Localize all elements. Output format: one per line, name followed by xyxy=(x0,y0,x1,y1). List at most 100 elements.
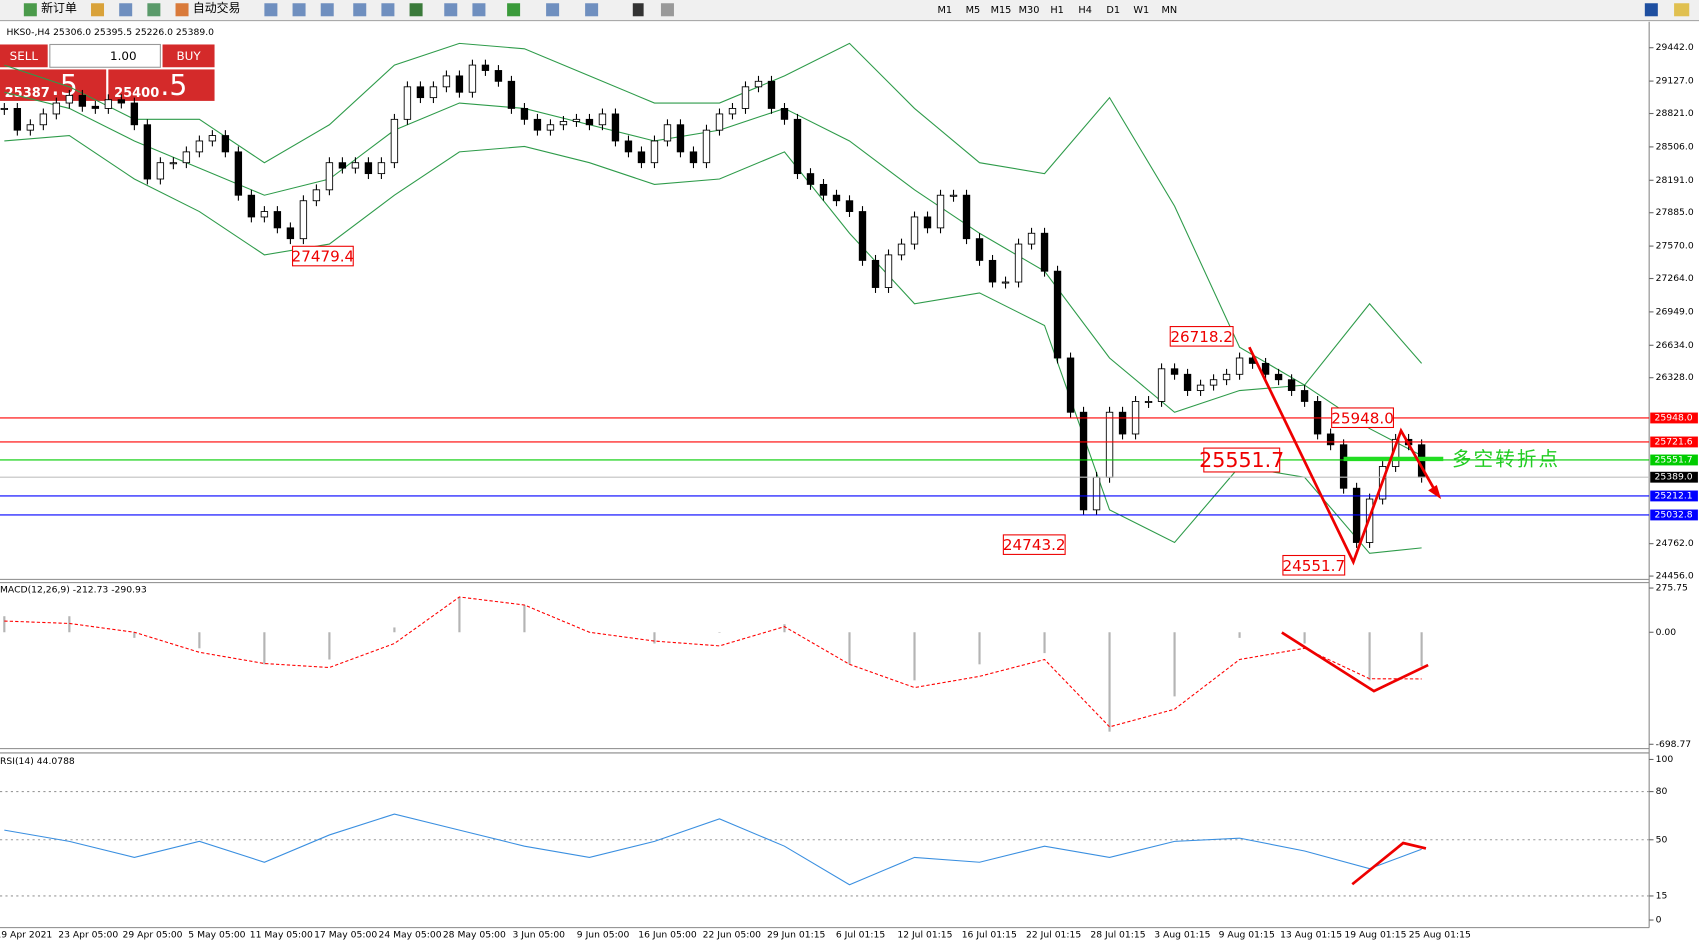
pane-title: HKS0-,H4 25306.0 25395.5 25226.0 25389.0 xyxy=(7,27,215,38)
candle xyxy=(780,107,789,120)
x-tick-label: 9 Jun 05:00 xyxy=(577,930,630,941)
icon[interactable] xyxy=(175,3,189,17)
candle xyxy=(585,118,594,126)
y-tick-label: 24456.0 xyxy=(1656,571,1694,582)
candle xyxy=(663,124,672,142)
candle xyxy=(819,183,828,196)
candle xyxy=(858,211,867,261)
candle xyxy=(962,194,971,240)
timeframe-button[interactable]: W1 xyxy=(1133,5,1149,16)
macd-bar xyxy=(458,596,461,633)
icon[interactable] xyxy=(660,3,674,17)
candle xyxy=(91,105,100,109)
timeframe-button[interactable]: M5 xyxy=(966,5,981,16)
icon[interactable] xyxy=(91,3,105,17)
icon[interactable] xyxy=(147,3,161,17)
timeframe-button[interactable]: H4 xyxy=(1078,5,1092,16)
candle xyxy=(832,194,841,202)
candle xyxy=(455,75,464,93)
macd-bar xyxy=(1238,632,1241,638)
candle xyxy=(572,118,581,122)
buy-pips: .5 xyxy=(160,69,187,102)
level-tag xyxy=(1650,490,1698,502)
icon[interactable] xyxy=(1644,3,1658,17)
y-tick-label: 0 xyxy=(1656,915,1662,926)
candle xyxy=(767,80,776,109)
annotation-label: 24551.7 xyxy=(1282,557,1345,575)
lot-input[interactable] xyxy=(49,43,161,68)
x-tick-label: 19 Apr 2021 xyxy=(0,930,52,941)
icon[interactable] xyxy=(472,3,486,17)
candle xyxy=(442,75,451,88)
candle xyxy=(494,70,503,82)
icon[interactable] xyxy=(292,3,306,17)
candle xyxy=(949,194,958,197)
timeframe-button[interactable]: M30 xyxy=(1019,5,1040,16)
level-tag xyxy=(1650,436,1698,448)
candle xyxy=(676,124,685,153)
icon[interactable] xyxy=(1674,3,1690,17)
icon[interactable] xyxy=(444,3,458,17)
toolbar-icons xyxy=(23,3,1690,17)
candle xyxy=(1261,362,1270,375)
candle xyxy=(1170,368,1179,375)
candle xyxy=(988,259,997,283)
sell-button[interactable] xyxy=(0,44,48,68)
candle xyxy=(637,151,646,164)
trend-arrow xyxy=(1248,346,1438,566)
x-tick-label: 19 Aug 01:15 xyxy=(1344,930,1406,941)
buy-price-box[interactable] xyxy=(108,69,215,101)
timeframe-button[interactable]: M15 xyxy=(991,5,1012,16)
y-tick-label: 28506.0 xyxy=(1656,141,1694,152)
icon[interactable] xyxy=(264,3,278,17)
candle xyxy=(1105,411,1114,478)
candle xyxy=(1339,444,1348,489)
timeframe-button[interactable]: MN xyxy=(1162,5,1178,16)
y-tick-label: 26949.0 xyxy=(1656,306,1694,317)
icon[interactable] xyxy=(585,3,599,17)
timeframe-button[interactable]: M1 xyxy=(938,5,953,16)
icon[interactable] xyxy=(632,3,644,17)
annotation-box xyxy=(1282,554,1346,576)
candle xyxy=(0,107,9,110)
icon[interactable] xyxy=(546,3,560,17)
auto-trade-button[interactable]: 自动交易 xyxy=(193,1,241,15)
macd-bar xyxy=(1043,632,1046,654)
candle xyxy=(806,173,815,185)
candle xyxy=(481,64,490,71)
macd-bar xyxy=(133,632,136,638)
timeframe-button[interactable]: H1 xyxy=(1050,5,1064,16)
new-order-button[interactable]: 新订单 xyxy=(41,1,77,15)
candle xyxy=(26,124,35,131)
buy-price: 25400 xyxy=(114,86,159,101)
timeframe-button[interactable]: D1 xyxy=(1106,5,1120,16)
sell-label: SELL xyxy=(10,49,39,63)
candle xyxy=(13,107,22,131)
icon[interactable] xyxy=(507,3,521,17)
candle xyxy=(117,99,126,104)
candle xyxy=(1040,232,1049,272)
icon[interactable] xyxy=(409,3,423,17)
level-label: 25551.7 xyxy=(1655,454,1693,465)
icon[interactable] xyxy=(353,3,367,17)
buy-button[interactable] xyxy=(162,44,215,68)
candle xyxy=(598,113,607,126)
icon[interactable] xyxy=(320,3,334,17)
icon[interactable] xyxy=(119,3,133,17)
x-tick-label: 28 May 05:00 xyxy=(443,930,506,941)
annotation-box xyxy=(1203,447,1281,473)
icon[interactable] xyxy=(23,3,37,17)
level-label: 25032.8 xyxy=(1655,509,1693,520)
y-tick-label: 27885.0 xyxy=(1656,207,1694,218)
candle xyxy=(1235,357,1244,375)
candle xyxy=(143,124,152,180)
x-tick-label: 3 Jun 05:00 xyxy=(512,930,565,941)
macd-bar xyxy=(3,616,6,633)
y-tick-label: 50 xyxy=(1656,834,1668,845)
icon[interactable] xyxy=(381,3,395,17)
candle xyxy=(403,86,412,120)
x-tick-label: 25 Aug 01:15 xyxy=(1409,930,1471,941)
candle xyxy=(754,80,763,88)
candle xyxy=(728,107,737,115)
